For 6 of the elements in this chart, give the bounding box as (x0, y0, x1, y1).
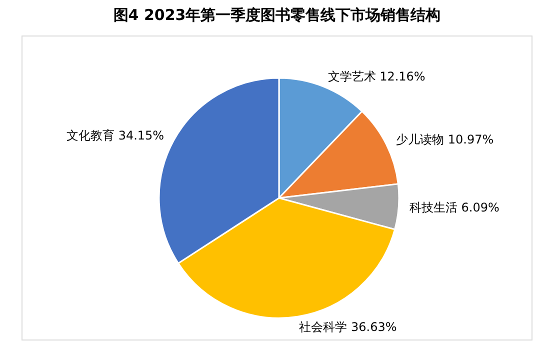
slice-label: 文学艺术 12.16% (328, 70, 426, 84)
slice-label: 科技生活 6.09% (409, 200, 500, 215)
chart-title: 图4 2023年第一季度图书零售线下市场销售结构 (113, 6, 441, 24)
slice-label: 少儿读物 10.97% (396, 132, 494, 147)
slice-label: 社会科学 36.63% (299, 320, 397, 334)
slice-label: 文化教育 34.15% (66, 128, 164, 143)
